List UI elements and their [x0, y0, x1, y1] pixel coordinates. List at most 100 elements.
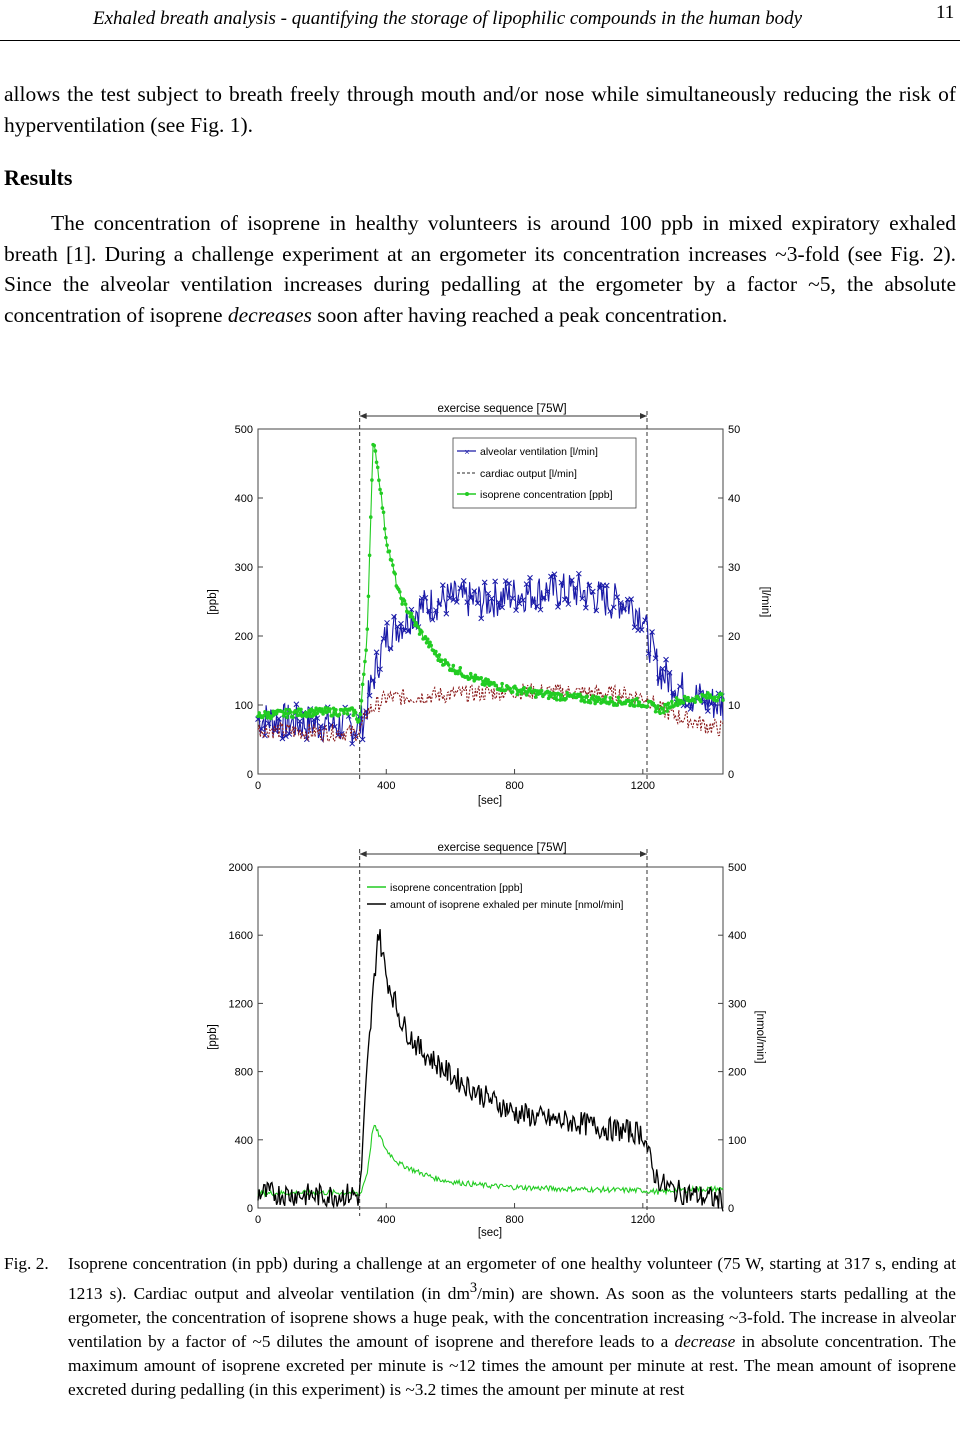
- series-point: [638, 627, 645, 633]
- series-point: [661, 710, 666, 715]
- series-point: [265, 720, 272, 727]
- series-point: [468, 671, 473, 676]
- series-point: [522, 685, 527, 690]
- left-y-tick-label: 1600: [229, 930, 253, 942]
- series-point: [674, 696, 679, 700]
- series-point: [537, 606, 544, 613]
- series-point: [585, 694, 589, 698]
- series-point: [591, 694, 595, 699]
- series-point: [352, 733, 359, 740]
- series-point: [528, 686, 532, 691]
- series-point: [621, 605, 628, 612]
- series-point: [411, 618, 416, 622]
- series-point: [379, 491, 384, 496]
- series-point: [541, 594, 547, 601]
- series-point: [699, 699, 703, 704]
- series-point: [653, 709, 658, 714]
- series-point: [433, 607, 439, 614]
- series-point: [551, 571, 558, 578]
- exercise-arrow-head-right: [639, 413, 647, 419]
- series-point: [288, 710, 293, 714]
- series-point: [592, 698, 596, 702]
- series-point: [349, 740, 356, 747]
- series-point: [481, 579, 488, 586]
- legend-entry-isoprene: isoprene concentration [ppb]: [480, 489, 613, 501]
- right-y-tick-label: 10: [728, 700, 740, 712]
- right-y-tick-label: 20: [728, 631, 740, 643]
- series-point: [458, 666, 463, 670]
- legend-entry-exhaled: amount of isoprene exhaled per minute [n…: [390, 899, 624, 911]
- series-point: [284, 707, 288, 712]
- series-point: [593, 607, 600, 614]
- series-point: [282, 711, 287, 716]
- caption-text-1: Isoprene concentration (in ppb) during a…: [68, 1254, 956, 1303]
- series-point: [359, 736, 366, 743]
- series-point: [656, 675, 662, 681]
- series-point: [363, 659, 367, 664]
- series-point: [572, 692, 576, 696]
- series-point: [554, 697, 559, 702]
- emphasis-decreases: decreases: [227, 302, 312, 327]
- series-point: [409, 611, 414, 616]
- series-point: [513, 607, 519, 614]
- series-point: [450, 597, 457, 603]
- left-y-tick-label: 500: [235, 424, 253, 436]
- series-point: [400, 602, 404, 606]
- x-tick-label: 400: [377, 1214, 395, 1226]
- legend-marker-isoprene: [465, 492, 469, 496]
- axes-box: [257, 428, 724, 775]
- series-point: [649, 629, 655, 635]
- series-point: [451, 663, 456, 668]
- caption-emphasis-decrease: decrease: [674, 1331, 736, 1351]
- caption-body: Isoprene concentration (in ppb) during a…: [68, 1252, 956, 1402]
- legend-entry-cardiac: cardiac output [l/min]: [480, 468, 577, 480]
- series-point: [500, 681, 504, 686]
- series-point: [353, 710, 358, 715]
- series-point: [478, 615, 485, 622]
- figure-isoprene-ventilation: 0 400 800 1200 0 100 200 300 400 500 0 10 20 30 40 50 e…: [207, 403, 771, 807]
- series-point: [387, 549, 392, 554]
- series-point: [428, 640, 432, 645]
- x-tick-label: 400: [377, 780, 395, 792]
- series-point: [608, 695, 613, 700]
- series-point: [439, 582, 446, 588]
- legend: isoprene concentration [ppb] amount of i…: [362, 875, 640, 917]
- series-point: [539, 688, 544, 693]
- series-point: [402, 599, 407, 603]
- series-point: [434, 649, 438, 654]
- series-point: [701, 698, 708, 705]
- series-point: [377, 666, 383, 673]
- exercise-arrow-head-right: [639, 851, 647, 857]
- series-point: [373, 649, 380, 656]
- series-point: [627, 698, 631, 703]
- series-point: [321, 712, 325, 716]
- left-y-tick-label: 200: [235, 631, 253, 643]
- series-point: [291, 715, 295, 720]
- right-y-tick-label: 50: [728, 424, 740, 436]
- right-y-tick-label: 300: [728, 998, 746, 1010]
- series-point: [642, 617, 648, 624]
- series-point: [506, 580, 512, 587]
- series-point: [502, 578, 509, 584]
- series-point: [279, 735, 286, 742]
- series-point: [666, 701, 671, 706]
- legend-box: [362, 875, 640, 917]
- legend-box: [452, 437, 637, 509]
- series-point: [405, 628, 411, 634]
- x-axis-label: [sec]: [478, 1227, 502, 1239]
- series-point: [423, 634, 428, 639]
- series-point: [294, 710, 299, 714]
- series-point: [715, 698, 719, 703]
- series-point: [515, 692, 520, 697]
- series-point: [391, 613, 397, 620]
- series-point: [569, 577, 575, 583]
- series-line: [257, 683, 724, 743]
- series-point: [534, 695, 538, 699]
- series-point: [603, 582, 610, 589]
- series-point: [387, 645, 394, 652]
- series-point: [446, 595, 453, 602]
- series-point: [317, 723, 324, 729]
- series-point: [358, 712, 363, 717]
- series-point: [659, 665, 666, 672]
- left-y-tick-label: 0: [247, 1203, 253, 1215]
